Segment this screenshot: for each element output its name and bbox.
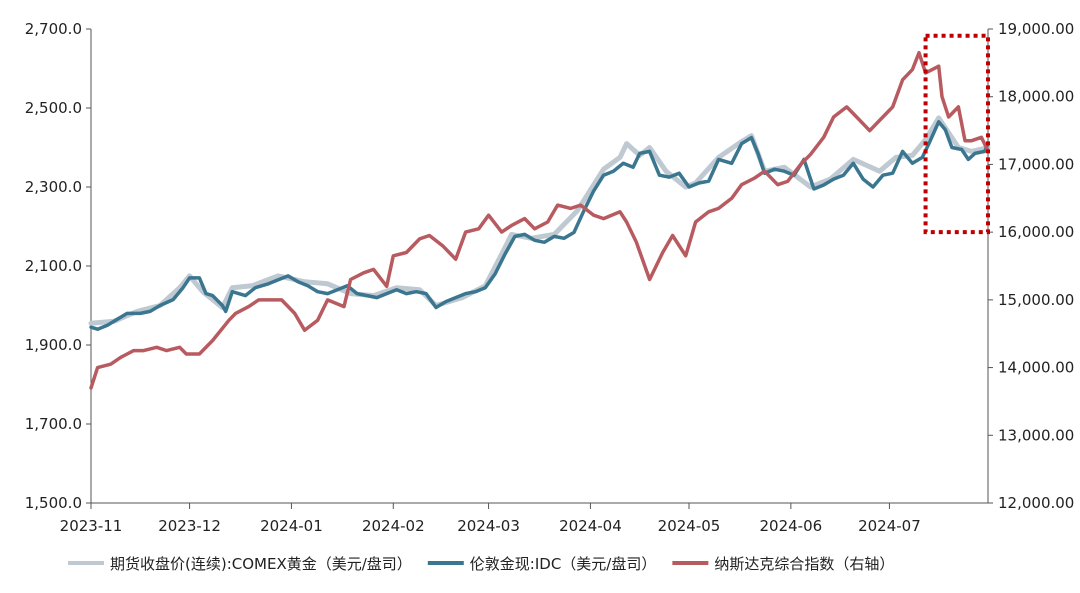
x-tick-label: 2024-04 xyxy=(559,517,622,535)
series-line-2 xyxy=(89,120,990,331)
series-line-3 xyxy=(89,50,990,390)
y2-tick-label: 19,000.00 xyxy=(998,20,1074,38)
x-tick-label: 2024-06 xyxy=(760,517,823,535)
series-line-1 xyxy=(88,115,991,326)
x-tick-label: 2024-07 xyxy=(858,517,921,535)
highlight-rect xyxy=(923,33,990,235)
series-lines xyxy=(88,50,991,390)
y-tick-label: 1,900.0 xyxy=(25,336,82,354)
y2-tick-label: 12,000.00 xyxy=(998,494,1074,512)
x-tick-label: 2023-12 xyxy=(158,517,221,535)
y2-tick-label: 15,000.00 xyxy=(998,291,1074,309)
x-tick-label: 2024-03 xyxy=(457,517,520,535)
x-tick-label: 2024-01 xyxy=(260,517,323,535)
y2-tick-label: 18,000.00 xyxy=(998,88,1074,106)
x-tick-label: 2024-05 xyxy=(658,517,721,535)
x-tick-label: 2023-11 xyxy=(60,517,123,535)
y2-tick-label: 16,000.00 xyxy=(998,223,1074,241)
y-tick-label: 1,500.0 xyxy=(25,494,82,512)
legend-label-3: 纳斯达克综合指数（右轴） xyxy=(714,555,894,573)
y2-tick-label: 14,000.00 xyxy=(998,359,1074,377)
y-tick-label: 1,700.0 xyxy=(25,415,82,433)
y-tick-label: 2,100.0 xyxy=(25,257,82,275)
legend-label-2: 伦敦金现:IDC（美元/盘司） xyxy=(470,555,657,573)
y-tick-label: 2,300.0 xyxy=(25,178,82,196)
legend: 期货收盘价(连续):COMEX黄金（美元/盘司） 伦敦金现:IDC（美元/盘司） 纳… xyxy=(68,555,894,573)
y2-tick-label: 13,000.00 xyxy=(998,426,1074,444)
x-tick-label: 2024-02 xyxy=(362,517,425,535)
legend-label-1: 期货收盘价(连续):COMEX黄金（美元/盘司） xyxy=(110,555,412,573)
axes: 1,500.0 1,700.0 1,900.0 2,100.0 2,300.0 2,500… xyxy=(25,20,1075,535)
y-tick-label: 2,700.0 xyxy=(25,20,82,38)
y2-tick-label: 17,000.00 xyxy=(998,155,1074,173)
highlight-box xyxy=(923,33,990,235)
y-tick-label: 2,500.0 xyxy=(25,99,82,117)
